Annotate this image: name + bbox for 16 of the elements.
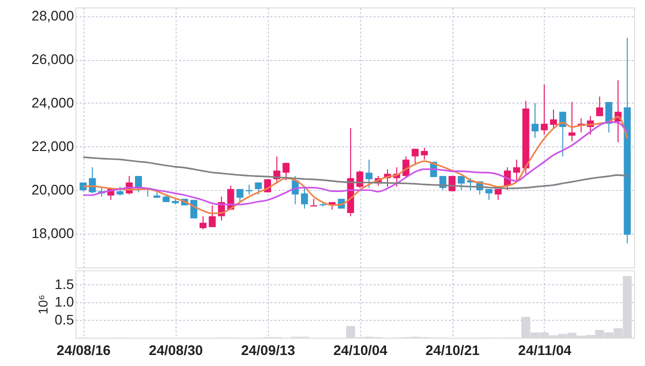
x-tick-label: 24/08/16 <box>56 342 111 358</box>
x-tick-label: 24/11/04 <box>518 342 572 358</box>
y-tick-label: 28,000 <box>31 8 74 24</box>
y-axis-title: 10⁶ <box>36 294 51 314</box>
x-tick-label: 24/08/30 <box>148 342 204 358</box>
y-tick-label: 1.0 <box>54 294 74 310</box>
y-tick-label: 24,000 <box>31 94 74 111</box>
x-tick-label: 24/09/13 <box>241 342 296 358</box>
x-tick-label: 24/10/04 <box>333 342 388 358</box>
y-tick-label: 20,000 <box>31 182 74 198</box>
y-tick-label: 1.5 <box>54 276 74 292</box>
y-tick-label: 26,000 <box>31 51 74 68</box>
y-tick-label: 22,000 <box>31 138 74 154</box>
x-tick-label: 24/10/21 <box>426 342 480 358</box>
y-tick-label: 18,000 <box>31 225 74 242</box>
y-tick-label: 0.5 <box>54 312 74 328</box>
